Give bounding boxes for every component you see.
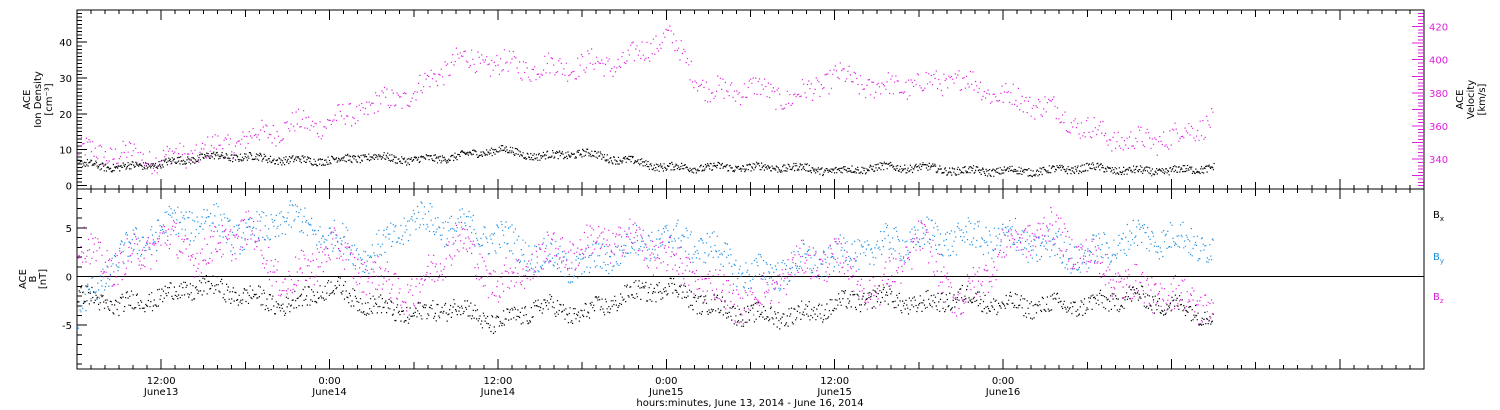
velocity-axis-label: ACEVelocity[km/s] — [1455, 80, 1488, 119]
x-axis-label: hours:minutes, June 13, 2014 - June 16, … — [636, 398, 863, 409]
velocity-tick-label: 360 — [1429, 122, 1448, 133]
velocity-axis-label-line: Velocity — [1466, 80, 1477, 119]
bz-series — [77, 207, 1214, 325]
x-tick-date: June13 — [143, 387, 179, 398]
velocity-tick-label: 420 — [1429, 23, 1448, 34]
velocity-axis-label-line: ACE — [1455, 90, 1466, 110]
density-tick-label: 0 — [66, 181, 72, 192]
x-tick-time: 12:00 — [147, 376, 176, 387]
velocity-series — [77, 25, 1214, 175]
x-axis: 12:00June130:00June1412:00June140:00June… — [76, 10, 1425, 398]
bx-series — [77, 275, 1214, 334]
legend-sub: x — [1440, 215, 1444, 223]
x-tick-date: June14 — [311, 387, 347, 398]
x-tick-date: June15 — [648, 387, 684, 398]
density-axis-label: ACEIon Density[cm⁻³] — [22, 71, 55, 128]
legend-By: By — [1433, 252, 1444, 265]
density-axis-label-line: ACE — [22, 90, 33, 110]
velocity-axis-label-line: [km/s] — [1477, 83, 1488, 115]
x-tick-date: June16 — [985, 387, 1021, 398]
x-tick-date: June15 — [816, 387, 852, 398]
x-tick-time: 0:00 — [655, 376, 677, 387]
velocity-tick-label: 400 — [1429, 56, 1448, 67]
b-tick-label: -5 — [62, 321, 72, 332]
by-series — [77, 200, 1214, 329]
b-tick-label: 0 — [66, 273, 72, 284]
b-axis-label-line: ACE — [18, 269, 29, 289]
x-tick-time: 0:00 — [992, 376, 1014, 387]
x-tick-time: 12:00 — [820, 376, 849, 387]
x-tick-time: 12:00 — [484, 376, 513, 387]
x-tick-time: 0:00 — [318, 376, 340, 387]
density-series — [77, 145, 1215, 178]
b-axis-label-line: [nT] — [38, 269, 49, 289]
legend-Bx: Bx — [1433, 210, 1444, 223]
density-axis-label-line: Ion Density — [33, 71, 44, 128]
top-panel-frame — [76, 9, 1425, 190]
density-tick-label: 30 — [59, 74, 72, 85]
bottom-panel-frame — [76, 188, 1425, 370]
x-tick-date: June14 — [480, 387, 516, 398]
density-tick-label: 20 — [59, 110, 72, 121]
legend-label: B — [1433, 292, 1440, 303]
b-tick-label: 5 — [66, 224, 72, 235]
b-axis-label-line: B — [28, 275, 39, 282]
legend-label: B — [1433, 210, 1440, 221]
legend-sub: z — [1440, 297, 1444, 305]
density-axis-label-line: [cm⁻³] — [44, 83, 55, 115]
legend-Bz: Bz — [1433, 292, 1444, 305]
legend-sub: y — [1440, 257, 1444, 265]
b-axis-label: ACEB[nT] — [18, 269, 49, 289]
density-tick-label: 10 — [59, 146, 72, 157]
legend-label: B — [1433, 252, 1440, 263]
density-tick-label: 40 — [59, 38, 72, 49]
velocity-tick-label: 380 — [1429, 89, 1448, 100]
velocity-tick-label: 340 — [1429, 155, 1448, 166]
